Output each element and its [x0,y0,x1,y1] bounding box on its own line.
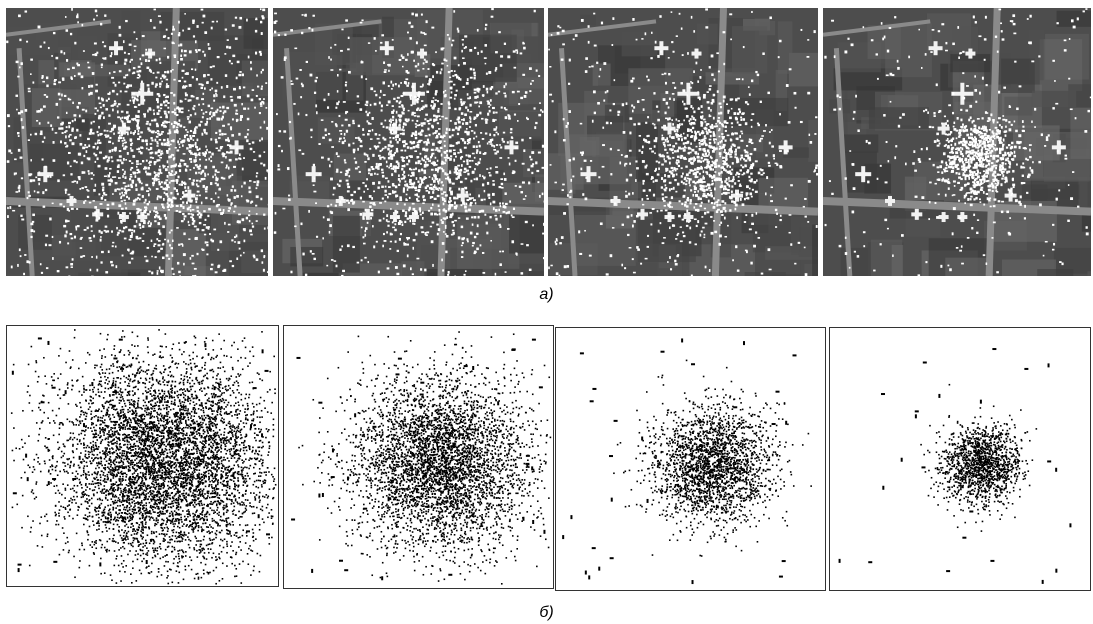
scatter-plot [291,331,552,585]
satellite-image [823,8,1091,276]
aircraft-shape [938,212,949,223]
aircraft-shape [580,166,597,183]
satellite-panel-3 [548,8,818,276]
aircraft-shape [654,41,669,56]
caption-b: б) [539,604,554,621]
aircraft-shape [885,195,895,206]
aircraft-shape [928,41,943,56]
row-a-satellite [0,8,1093,276]
aircraft-shape [1051,140,1066,155]
aircraft-shape [504,140,519,155]
aircraft-shape [408,212,419,223]
aircraft-shape [691,48,702,59]
aircraft-shape [183,189,196,202]
aircraft-shape [417,48,428,59]
aircraft-shape [388,122,401,135]
caption-a: а) [539,286,554,303]
scatter-plot [562,338,812,585]
scatter-plot [10,329,277,585]
aircraft-shape [731,189,743,202]
satellite-image [548,8,818,276]
aircraft-shape [305,166,322,183]
aircraft-shape [92,208,104,220]
satellite-image [6,8,268,276]
aircraft-shape [957,212,968,223]
aircraft-shape [677,82,700,105]
aircraft-shape [663,122,676,135]
aircraft-shape [937,122,950,135]
satellite-image [273,8,544,276]
scatter-panel-2 [283,325,554,589]
satellite-panel-1 [6,8,268,276]
aircraft-shape [117,122,130,135]
satellite-panel-2 [273,8,544,276]
aircraft-shape [229,140,244,155]
scatter-panel-4 [829,327,1091,591]
aircraft-shape [37,166,54,183]
scatter-plot [838,348,1072,584]
aircraft-shape [911,208,923,220]
aircraft-shape [637,208,648,220]
aircraft-shape [855,166,872,183]
scatter-panel-1 [6,325,279,587]
aircraft-shape [131,82,154,105]
aircraft-shape [610,195,621,206]
aircraft-shape [683,212,694,223]
aircraft-shape [965,48,976,59]
aircraft-shape [402,82,425,105]
aircraft-shape [456,189,469,202]
aircraft-shape [389,212,400,223]
aircraft-shape [778,140,793,155]
aircraft-shape [379,41,394,56]
aircraft-shape [951,82,974,105]
satellite-panel-4 [823,8,1091,276]
aircraft-shape [109,41,124,56]
aircraft-shape [66,195,77,206]
scatter-panel-3 [555,327,826,591]
aircraft-shape [137,212,148,223]
row-b-scatter [0,325,1093,593]
aircraft-shape [362,208,374,220]
